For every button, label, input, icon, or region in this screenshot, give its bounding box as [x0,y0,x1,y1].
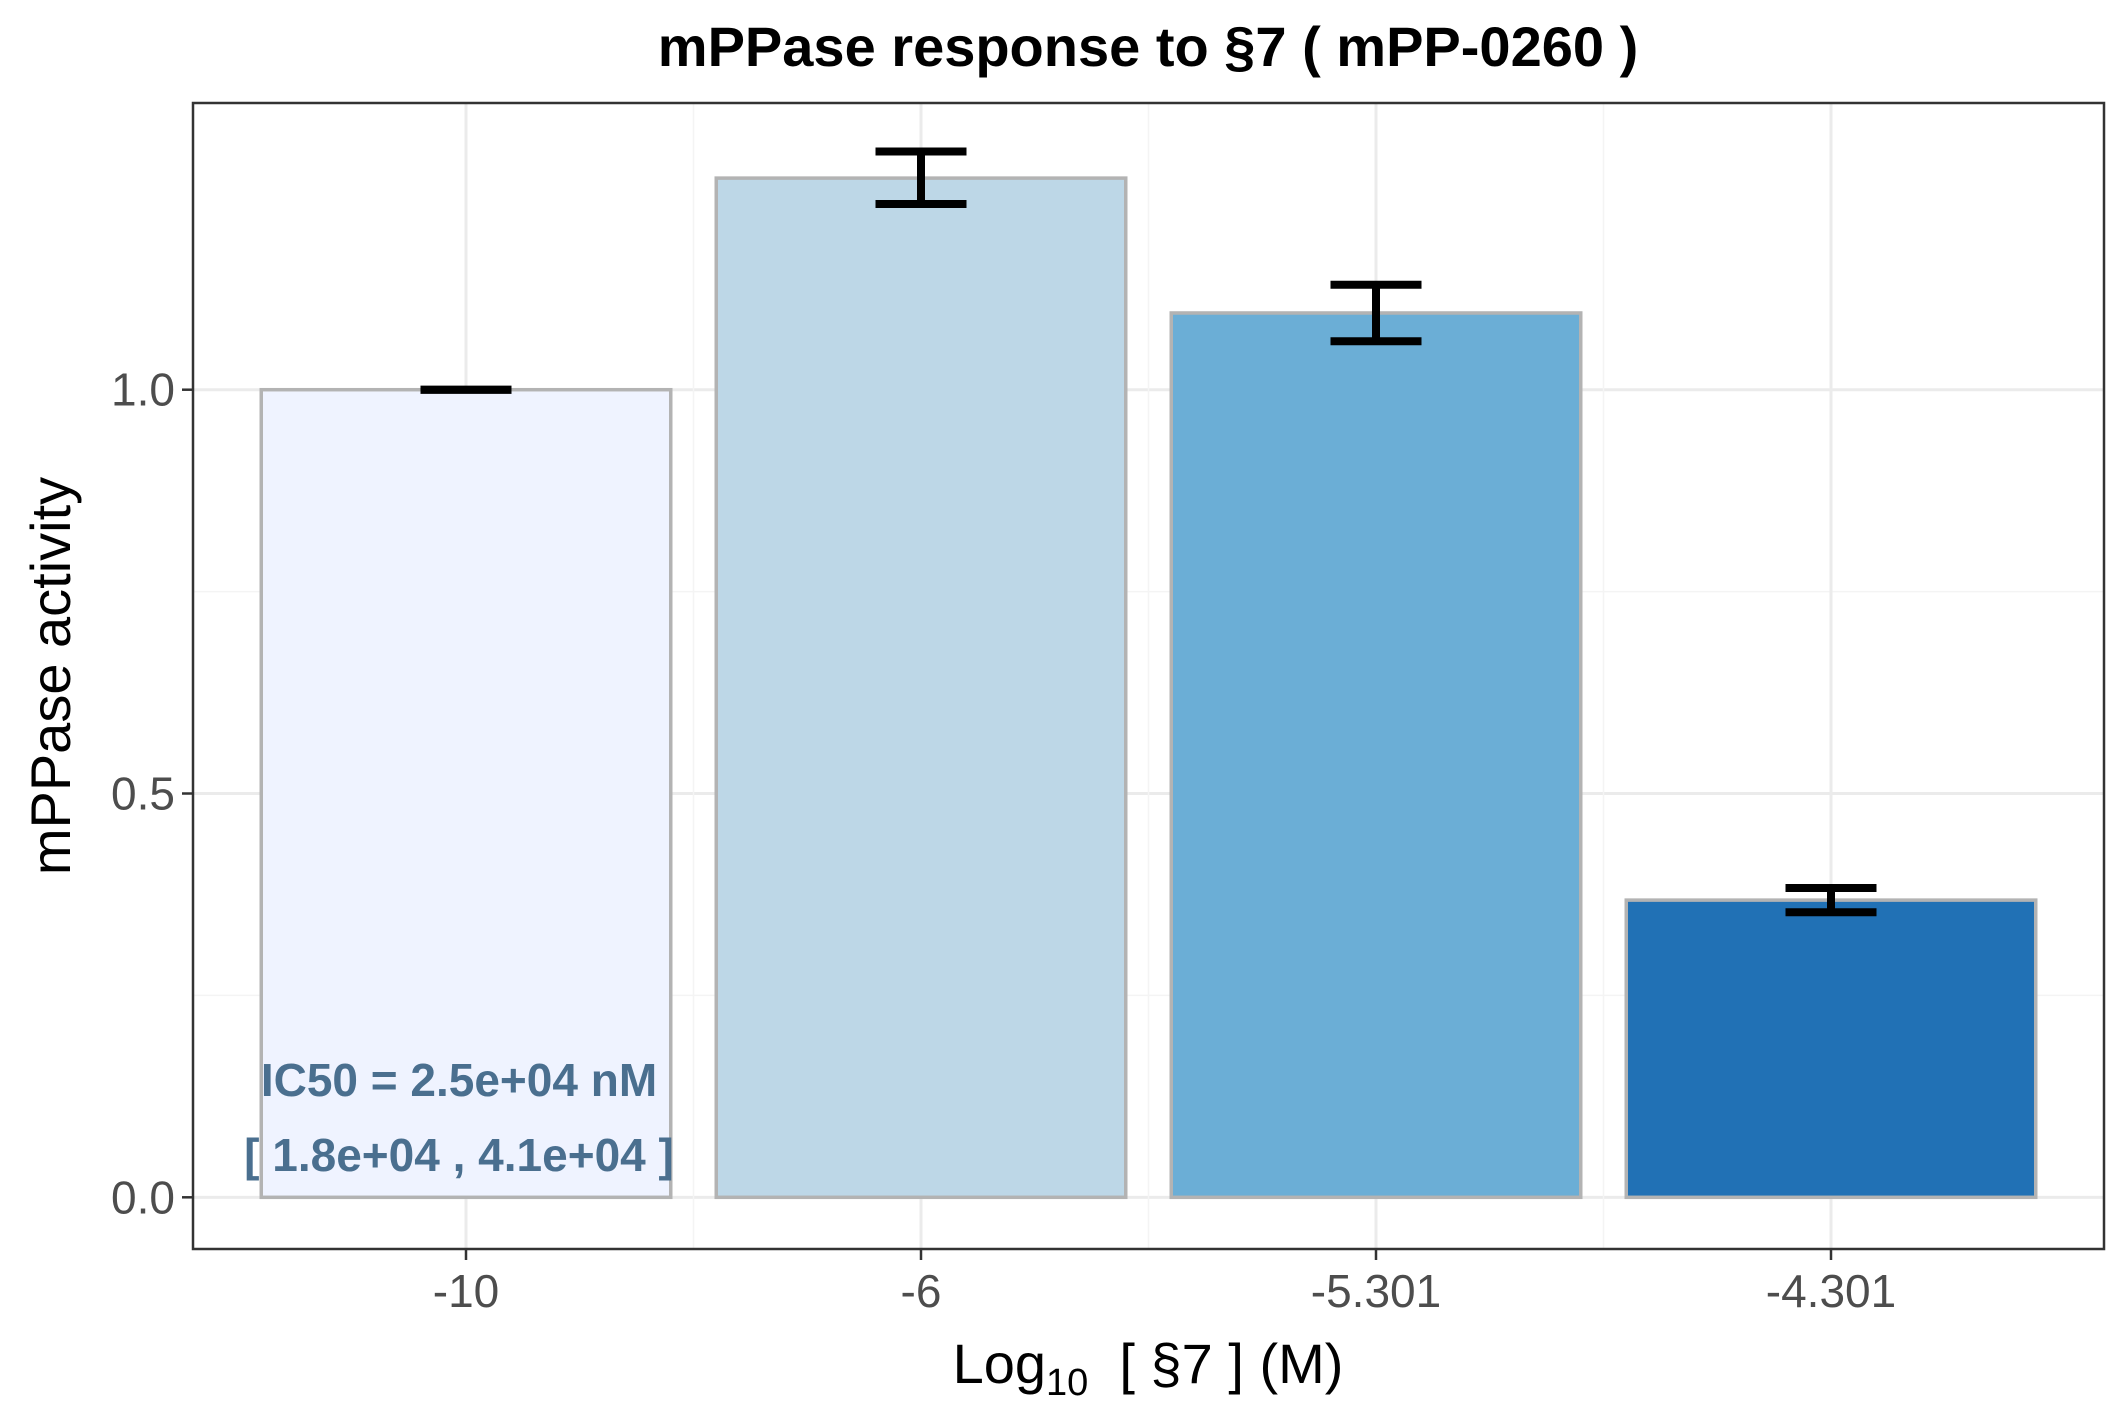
error-bar--5.301 [1330,280,1422,346]
chart-title: mPPase response to §7 ( mPP-0260 ) [658,15,1638,78]
bar--10 [259,387,673,1200]
x-axis-title-prefix: Log [953,1332,1046,1395]
ic50-annotation-line1: IC50 = 2.5e+04 nM [261,1054,657,1106]
x-tick-label: -4.301 [1766,1265,1896,1317]
bar--5.301 [1169,311,1583,1200]
x-tick-label: -10 [433,1265,499,1317]
x-axis-title-suffix: [ §7 ] (M) [1088,1332,1343,1395]
bar--4.301 [1624,898,2038,1200]
bar--6 [714,176,1128,1200]
plot-panel-border [191,101,2106,1251]
error-bars [420,147,1877,917]
bars [259,176,2038,1200]
error-bar--4.301 [1785,883,1877,917]
x-axis-ticks: -10 -6 -5.301 -4.301 [433,1249,1896,1317]
y-tick-label: 1.0 [111,364,175,416]
y-axis-title: mPPase activity [19,477,82,875]
ic50-annotation-line2: [ 1.8e+04 , 4.1e+04 ] [244,1129,674,1181]
y-axis-ticks: 0.0 0.5 1.0 [111,364,193,1223]
y-tick-label: 0.0 [111,1171,175,1223]
x-tick-label: -5.301 [1311,1265,1441,1317]
x-axis-title: Log10 [ §7 ] (M) [953,1332,1344,1404]
x-axis-title-subscript: 10 [1046,1362,1088,1404]
x-tick-label: -6 [901,1265,942,1317]
error-bar--6 [875,147,967,208]
y-tick-label: 0.5 [111,768,175,820]
